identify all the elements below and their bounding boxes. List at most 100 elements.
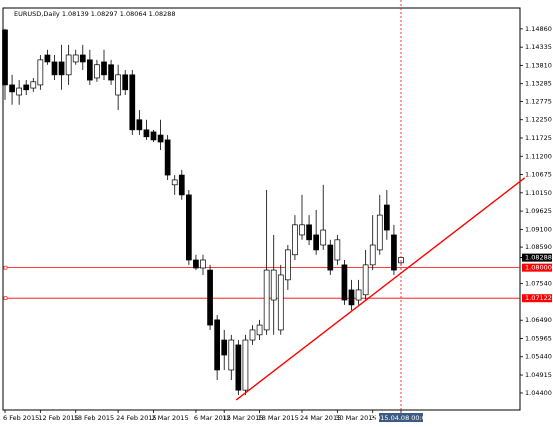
hline-label: 1.08000 [525,264,552,272]
candle-body [87,59,93,81]
x-tick-label: 18 Feb 2015 [74,414,114,422]
plot-frame [2,7,521,411]
x-tick-label: 2 Mar 2015 [152,414,189,422]
x-tick-label: 12 Feb 2015 [38,414,78,422]
candle-body [9,84,15,93]
y-tick-label: 1.14860 [525,25,552,33]
y-tick-label: 1.04400 [525,389,552,397]
hline-label-box [522,294,552,303]
chart-title: EURUSD,Daily 1.08139 1.08297 1.08064 1.0… [14,10,176,18]
last-price-label: 1.08288 [525,254,552,262]
y-tick-label: 1.09625 [525,207,552,215]
candle-body [23,84,30,91]
candle-body [348,289,355,306]
candle-body [44,54,51,63]
candle-body [178,174,185,196]
candle-body [37,59,44,86]
candle-body [108,64,114,81]
candle-body [186,194,192,261]
candle-body [16,87,22,96]
candle-body [242,339,249,391]
y-tick-label: 1.05440 [525,353,552,361]
last-price-box [522,253,552,262]
y-tick-label: 1.05965 [525,334,552,342]
candle-body [171,179,178,186]
y-tick-label: 1.12775 [525,97,552,105]
y-tick-label: 1.13810 [525,61,552,69]
candle-body [2,29,8,86]
candle-body [362,264,369,296]
candle-body [306,224,312,241]
x-tick-label: 2015.04.08 00:00 [372,414,430,422]
y-tick-label: 1.06490 [525,316,552,324]
y-tick-label: 1.07540 [525,280,552,288]
candle-body [313,234,319,251]
candle-body [150,131,157,141]
candle-body [228,339,235,371]
hline-label: 1.07122 [525,294,552,302]
x-tick-label: 6 Feb 2015 [3,414,39,422]
x-tick-label: 3 [371,414,375,422]
candle-body [355,289,362,301]
x-tick-label: 24 Feb 2015 [116,414,156,422]
candle-body [249,329,256,341]
candle-body [30,81,37,89]
candle-body [136,119,143,131]
candle-body [334,239,341,261]
y-tick-label: 1.09100 [525,225,552,233]
hline-handle [3,265,8,270]
y-tick-label: 1.04915 [525,371,552,379]
x-tick-label: 6 Mar 2015 [194,414,231,422]
candle-body [164,139,171,176]
x-tick-label: 30 Mar 2015 [335,414,376,422]
hline-handle [3,296,8,301]
candle-body [65,54,72,76]
candle-body [235,344,242,391]
candle-body [327,244,334,271]
y-tick-label: 1.11725 [525,134,552,142]
candle-body [376,214,383,251]
candle-body [94,64,100,79]
y-tick-label: 1.08590 [525,243,552,251]
candle-body [285,249,291,281]
candle-body [58,61,65,76]
candle-body [157,134,164,143]
candle-body [341,264,348,301]
candle-body [221,339,228,356]
candle-body [391,234,397,271]
candle-body [277,274,284,331]
candle-body [207,269,213,326]
candle-body [143,129,150,138]
candle-body [129,74,136,131]
y-tick-label: 1.13285 [525,80,552,88]
y-tick-label: 1.14335 [525,43,552,51]
y-tick-label: 1.11200 [525,152,552,160]
candle-body [200,259,206,269]
candle-body [115,74,121,96]
candle-body [270,269,277,301]
hline-label-box [522,263,552,272]
y-tick-label: 1.10675 [525,171,552,179]
candle-body [369,244,376,266]
candle-body [79,54,86,63]
candle-body [320,229,327,246]
y-tick-label: 1.12250 [525,116,552,124]
x-label-box [379,413,423,422]
x-tick-label: 18 Mar 2015 [258,414,299,422]
y-tick-label: 1.10150 [525,189,552,197]
candle-body [299,224,305,236]
candle-body [214,319,220,371]
x-tick-label: 12 Mar 2015 [222,414,263,422]
trendline [235,177,526,401]
candle-body [122,74,129,91]
candle-body [263,269,270,331]
candle-body [51,61,58,76]
x-tick-label: 24 Mar 2015 [300,414,341,422]
candle-body [256,324,263,336]
candle-body [292,224,298,256]
candle-body [193,259,199,269]
candle-body [101,61,107,76]
candle-body [384,204,390,231]
candle-body [72,54,79,63]
